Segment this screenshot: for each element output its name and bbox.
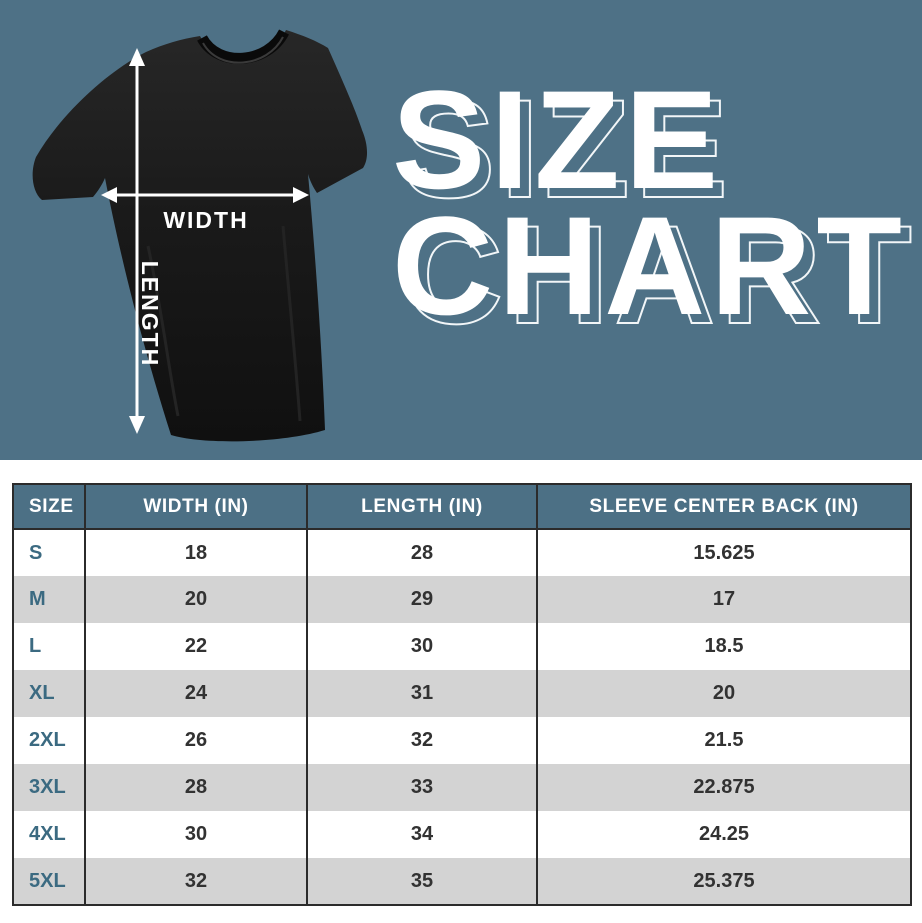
size-cell: XL <box>12 670 86 717</box>
tshirt-collar-edge <box>202 36 284 64</box>
value-cell: 29 <box>306 576 538 623</box>
value-cell: 26 <box>84 717 308 764</box>
table-row: 4XL 30 34 24.25 <box>12 811 912 858</box>
tshirt-wrinkle <box>146 245 180 417</box>
table-row: 3XL 28 33 22.875 <box>12 764 912 811</box>
table-row: XL 24 31 20 <box>12 670 912 717</box>
value-cell: 17 <box>536 576 912 623</box>
value-cell: 32 <box>306 717 538 764</box>
size-cell: S <box>12 529 86 576</box>
width-dimension-label: WIDTH <box>163 207 248 233</box>
value-cell: 34 <box>306 811 538 858</box>
size-cell: 5XL <box>12 858 86 905</box>
value-cell: 30 <box>84 811 308 858</box>
title-line-2-shadow: CHART <box>401 196 917 353</box>
table-header-row: SIZE WIDTH (IN) LENGTH (IN) SLEEVE CENTER B… <box>12 484 912 530</box>
value-cell: 32 <box>84 858 308 905</box>
title-line-1: SIZE SIZE <box>392 61 907 220</box>
tshirt-silhouette <box>32 30 368 442</box>
column-header-sleeve: SLEEVE CENTER BACK (IN) <box>536 484 912 530</box>
column-header-size: SIZE <box>12 484 86 530</box>
column-header-width: WIDTH (IN) <box>84 484 308 530</box>
column-header-length: LENGTH (IN) <box>306 484 538 530</box>
size-cell: M <box>12 576 86 623</box>
table-row: L 22 30 18.5 <box>12 623 912 670</box>
tshirt-diagram: WIDTH LENGTH <box>32 29 368 442</box>
size-cell: 3XL <box>12 764 86 811</box>
value-cell: 28 <box>306 529 538 576</box>
value-cell: 21.5 <box>536 717 912 764</box>
table-row: 5XL 32 35 25.375 <box>12 858 912 905</box>
table-row: 2XL 26 32 21.5 <box>12 717 912 764</box>
value-cell: 35 <box>306 858 538 905</box>
title-line-1-shadow: SIZE <box>401 70 734 227</box>
title-line-1-text: SIZE <box>392 61 724 218</box>
size-chart-table: SIZE WIDTH (IN) LENGTH (IN) SLEEVE CENTER B… <box>12 483 912 906</box>
value-cell: 20 <box>536 670 912 717</box>
size-cell: 4XL <box>12 811 86 858</box>
tshirt-wrinkle <box>281 225 302 422</box>
size-cell: 2XL <box>12 717 86 764</box>
size-cell: L <box>12 623 86 670</box>
title-line-2: CHART CHART <box>392 187 913 346</box>
value-cell: 30 <box>306 623 538 670</box>
value-cell: 20 <box>84 576 308 623</box>
length-arrow <box>129 48 145 434</box>
value-cell: 33 <box>306 764 538 811</box>
table-row: M 20 29 17 <box>12 576 912 623</box>
table-row: S 18 28 15.625 <box>12 529 912 576</box>
value-cell: 31 <box>306 670 538 717</box>
length-dimension-label: LENGTH <box>137 261 163 368</box>
title-line-2-text: CHART <box>392 187 907 344</box>
value-cell: 25.375 <box>536 858 912 905</box>
value-cell: 22.875 <box>536 764 912 811</box>
value-cell: 18 <box>84 529 308 576</box>
value-cell: 22 <box>84 623 308 670</box>
value-cell: 24.25 <box>536 811 912 858</box>
value-cell: 28 <box>84 764 308 811</box>
value-cell: 15.625 <box>536 529 912 576</box>
tshirt-collar <box>197 29 289 64</box>
value-cell: 24 <box>84 670 308 717</box>
page-title: SIZE SIZE CHART CHART <box>392 61 913 346</box>
banner: WIDTH LENGTH SIZE SIZE CHART CHART <box>0 0 922 460</box>
width-arrow <box>101 187 309 203</box>
value-cell: 18.5 <box>536 623 912 670</box>
